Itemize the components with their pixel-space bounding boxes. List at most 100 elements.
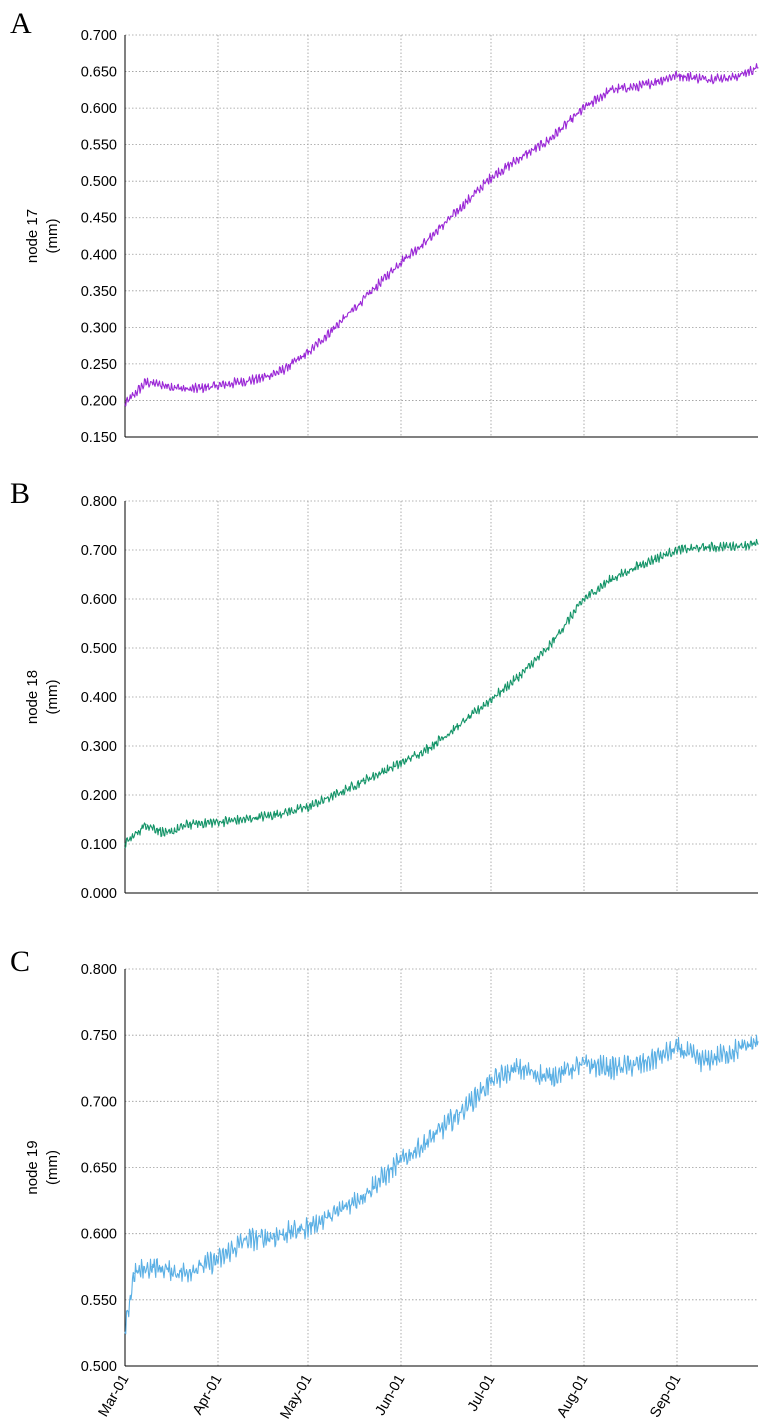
data-point	[640, 1063, 642, 1065]
data-point	[610, 1067, 612, 1069]
data-point	[280, 370, 282, 372]
y-tick-label: 0.550	[81, 138, 117, 154]
y-tick-label: 0.700	[81, 28, 117, 44]
data-point	[757, 543, 759, 545]
data-point	[427, 239, 429, 241]
x-tick-label: May-01	[277, 1372, 315, 1422]
data-point	[187, 823, 189, 826]
panel-letter: C	[10, 945, 30, 978]
data-point	[145, 381, 147, 383]
x-tick-label: Aug-01	[554, 1372, 591, 1421]
y-axis-label: node 18	[24, 670, 41, 724]
data-point	[457, 209, 459, 212]
data-point	[676, 549, 678, 551]
y-tick-label: 0.700	[81, 1094, 117, 1110]
y-axis-label: node 19	[24, 1140, 41, 1194]
series-line-24	[124, 63, 759, 407]
x-tick-label: Apr-01	[190, 1372, 226, 1418]
data-point	[610, 578, 612, 581]
y-tick-label: 0.450	[81, 211, 117, 227]
y-tick-label: 0.700	[81, 543, 117, 559]
y-tick-label: 0.000	[81, 886, 117, 902]
data-point	[187, 388, 189, 391]
data-point	[334, 794, 336, 796]
data-point	[427, 747, 429, 750]
data-point	[244, 1239, 246, 1241]
data-point	[364, 297, 366, 299]
data-point	[274, 1235, 276, 1237]
x-tick-label: Jun-01	[372, 1372, 408, 1418]
data-point	[217, 385, 219, 387]
y-tick-label: 0.400	[81, 247, 117, 263]
y-tick-label: 0.500	[81, 641, 117, 657]
chart-panel-b: B 0.800 0.700 0.600 0.500 0.400 0.300 0.200 0.10…	[10, 477, 759, 902]
data-point	[217, 821, 219, 823]
data-point	[238, 381, 240, 383]
data-point	[640, 85, 642, 87]
data-point	[307, 806, 309, 808]
data-point	[703, 546, 705, 549]
data-point	[547, 1076, 549, 1079]
chart-panel-a: A 0.700 0.650 0.600 0.550 0.500 0.450 0.400 0.35…	[10, 7, 759, 446]
data-point	[457, 725, 459, 728]
data-point	[133, 1272, 135, 1274]
data-point	[583, 107, 585, 109]
y-tick-label: 0.250	[81, 357, 117, 373]
series-line-23	[124, 538, 759, 849]
panel-letter: A	[10, 7, 32, 40]
data-point	[490, 176, 492, 179]
data-point	[733, 1050, 735, 1052]
data-point	[307, 352, 309, 354]
y-axis-label: node 17	[24, 209, 41, 263]
data-point	[517, 158, 519, 160]
data-point	[151, 1266, 153, 1268]
y-tick-label: 0.650	[81, 65, 117, 81]
data-point	[676, 74, 678, 76]
panel-letter: B	[10, 477, 30, 510]
data-point	[400, 762, 402, 764]
data-point	[640, 564, 642, 566]
x-tick-label: Jul-01	[465, 1372, 499, 1414]
y-tick-label: 0.600	[81, 101, 117, 117]
data-point	[457, 1113, 459, 1116]
y-tick-label: 0.200	[81, 393, 117, 409]
y-tick-label: 0.750	[81, 1028, 117, 1044]
y-tick-label: 0.800	[81, 962, 117, 978]
series-line-23	[124, 1034, 759, 1335]
data-point	[217, 1259, 219, 1261]
y-tick-label: 0.500	[81, 1359, 117, 1375]
data-point	[490, 698, 492, 701]
data-point	[166, 833, 168, 835]
y-tick-label: 0.300	[81, 739, 117, 755]
data-point	[145, 823, 147, 826]
y-tick-label: 0.150	[81, 430, 117, 446]
data-point	[400, 1160, 402, 1162]
data-point	[703, 78, 705, 80]
data-point	[124, 1332, 126, 1334]
data-point	[703, 1061, 705, 1063]
data-point	[427, 1140, 429, 1142]
data-point	[124, 843, 126, 845]
y-tick-label: 0.500	[81, 174, 117, 190]
y-tick-label: 0.550	[81, 1293, 117, 1309]
y-tick-label: 0.600	[81, 592, 117, 608]
data-point	[733, 545, 735, 547]
x-tick-label: Mar-01	[96, 1372, 133, 1420]
data-point	[307, 1226, 309, 1228]
data-point	[733, 76, 735, 78]
data-point	[757, 67, 759, 69]
data-point	[124, 403, 126, 405]
data-point	[676, 1047, 678, 1049]
data-point	[334, 326, 336, 328]
y-tick-label: 0.400	[81, 690, 117, 706]
x-tick-label: Sep-01	[647, 1372, 684, 1421]
data-point	[583, 1063, 585, 1065]
data-point	[334, 1213, 336, 1215]
data-point	[517, 1067, 519, 1069]
data-point	[400, 260, 402, 263]
y-tick-label: 0.100	[81, 837, 117, 853]
y-axis-unit: (mm)	[44, 219, 61, 254]
data-point	[364, 779, 366, 781]
y-axis-unit: (mm)	[44, 680, 61, 715]
